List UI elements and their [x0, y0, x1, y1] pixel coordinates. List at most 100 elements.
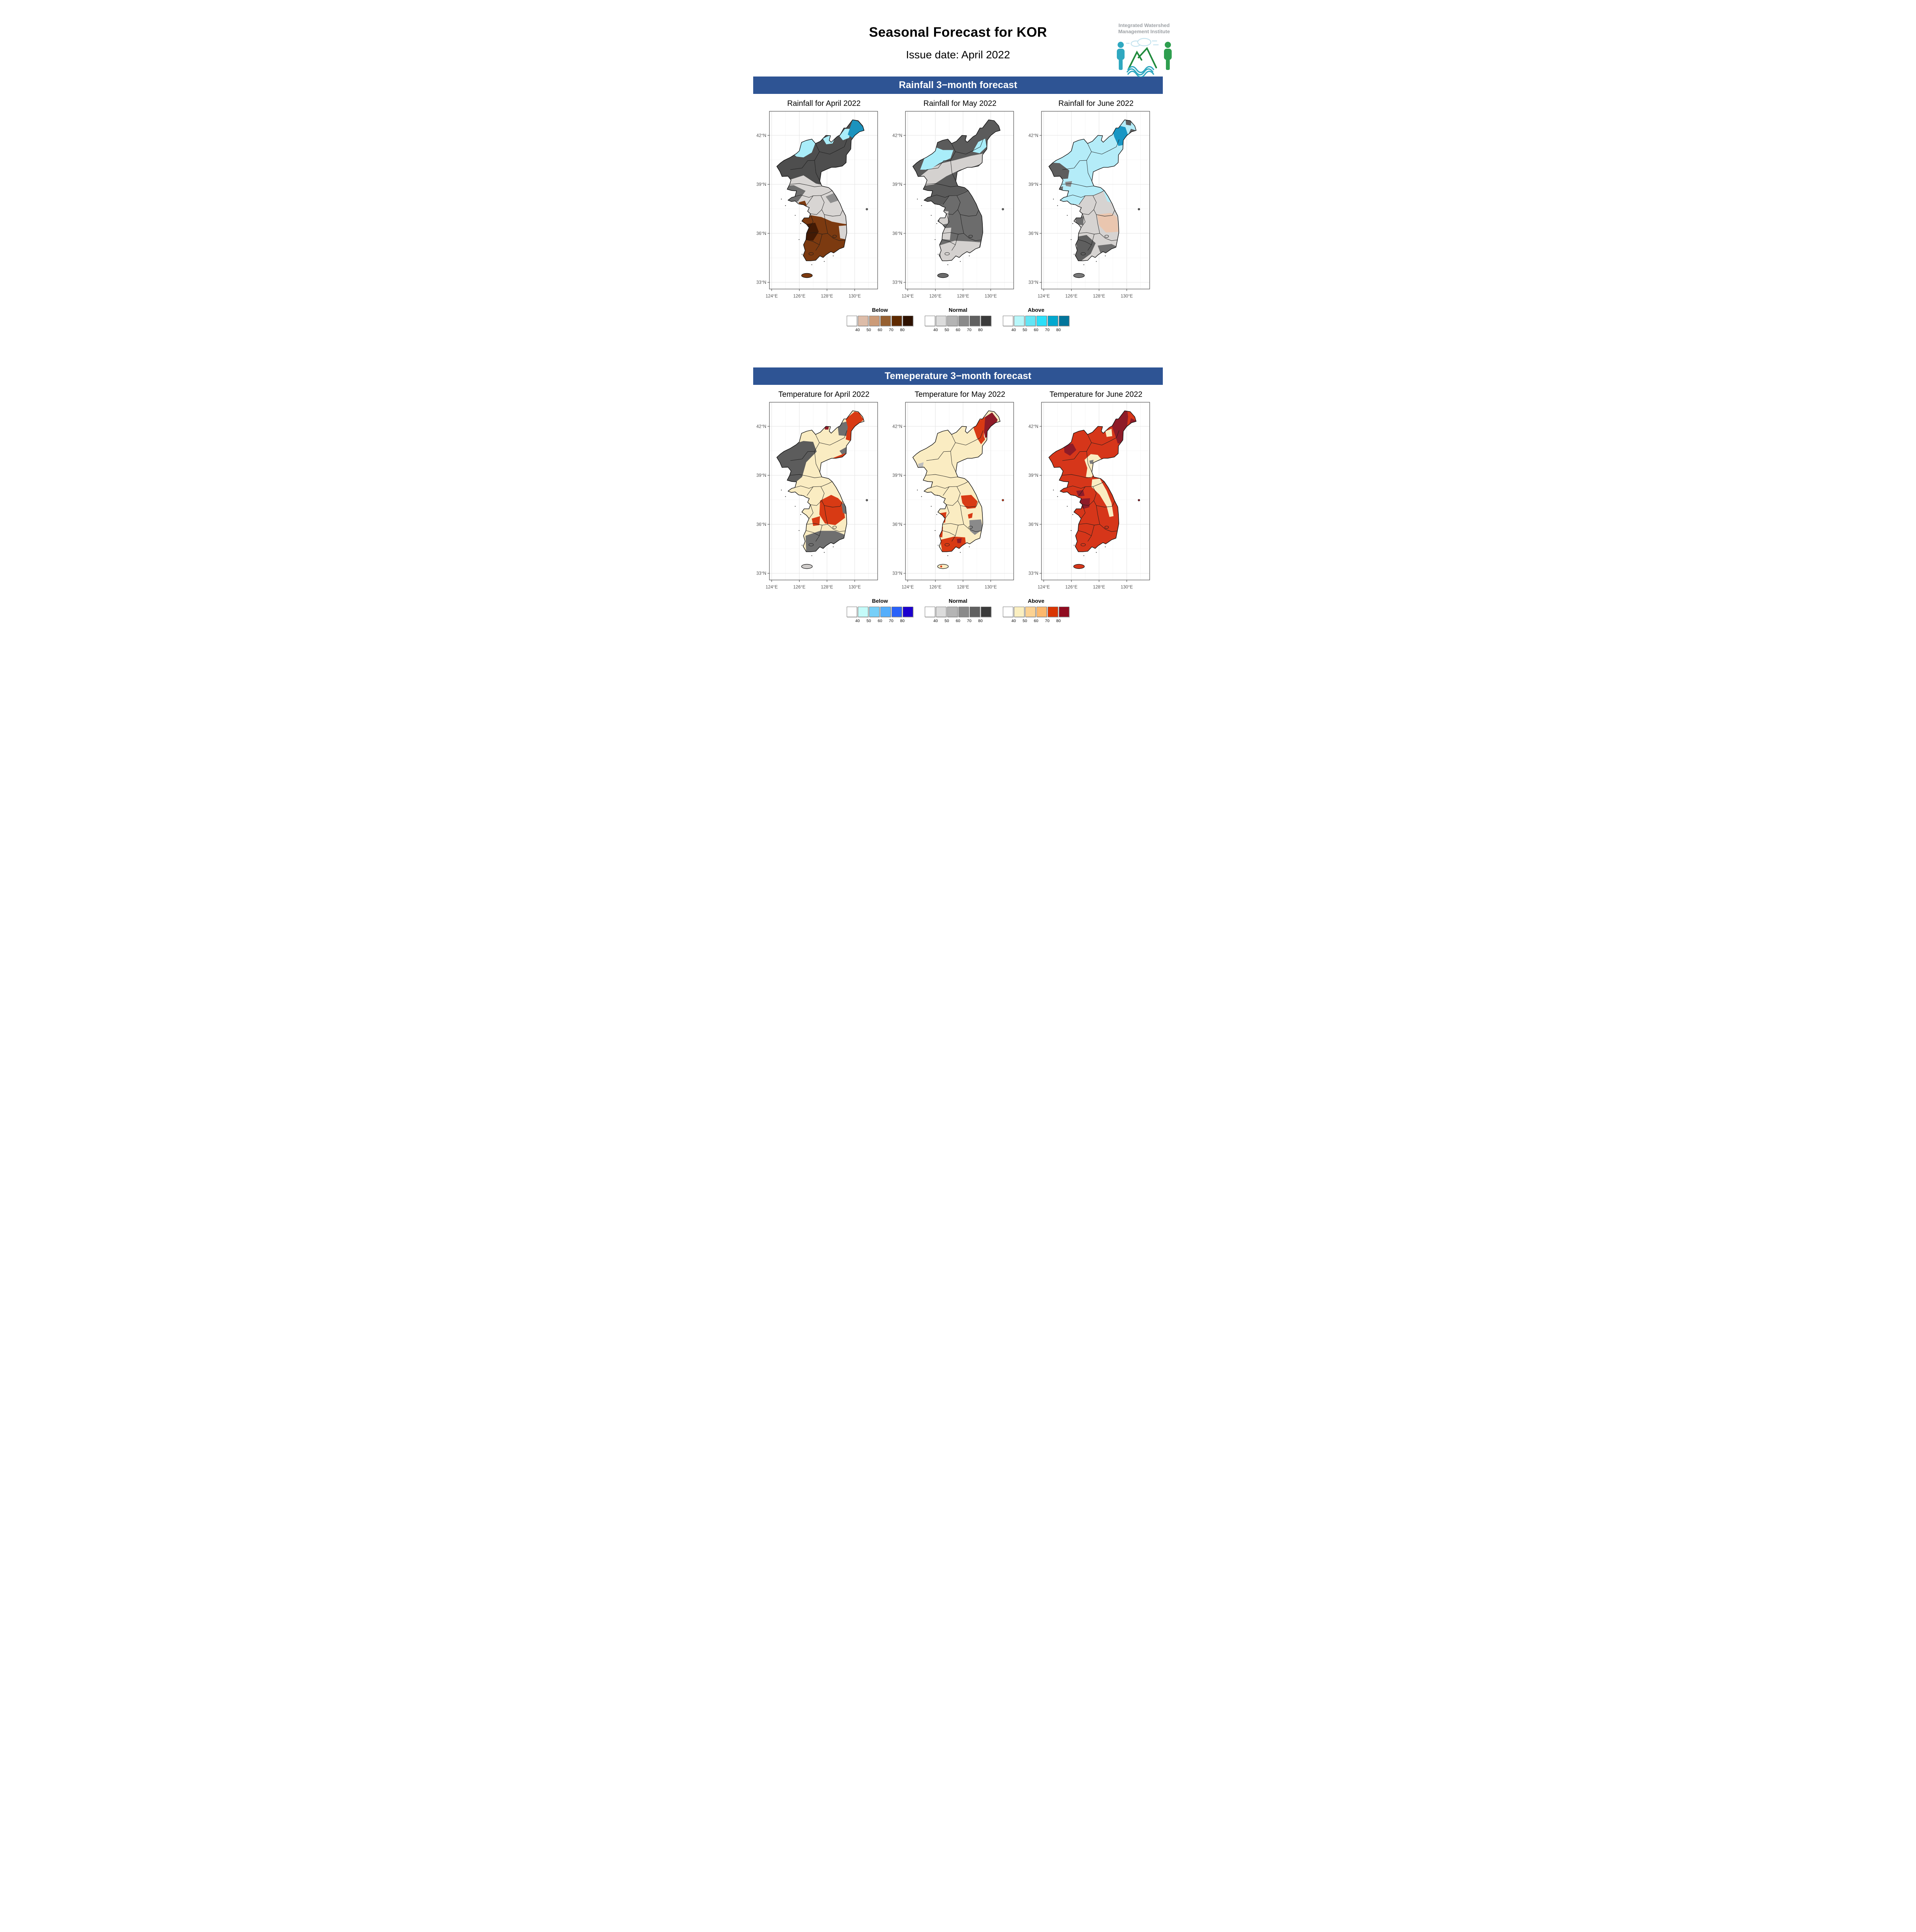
y-axis-label: 36°N	[1028, 231, 1038, 236]
legend-swatch	[1025, 607, 1036, 617]
legend-swatch	[892, 316, 902, 326]
legend-swatch	[847, 316, 857, 326]
map-canvas-rainfall-april: 124°E 126°E 128°E 130°E 42°N 39°N 36°N 33°N	[756, 111, 878, 299]
legend-tick-label: 40	[1011, 328, 1016, 332]
legend-group-normal: Normal 40 50 60 70 80	[925, 307, 991, 333]
y-axis-label: 39°N	[892, 473, 902, 478]
legend-group-title: Above	[1028, 307, 1045, 313]
x-axis-label: 124°E	[766, 294, 778, 299]
legend-tick-label: 40	[855, 328, 860, 332]
legend-group-below: Below 40 50 60 70 80	[847, 307, 913, 333]
legend-swatch	[981, 607, 991, 617]
legend-swatch	[892, 607, 902, 617]
logo-text: Integrated Watershed Management Institut…	[1112, 22, 1176, 35]
person-right-icon	[1164, 41, 1172, 70]
y-axis-label: 36°N	[756, 231, 766, 236]
map-temperature-may: Temperature for May 2022 124°E 126°E 128°E…	[892, 390, 1024, 594]
legend-tick-label: 60	[1034, 619, 1038, 623]
map-title-temperature-may: Temperature for May 2022	[914, 390, 1006, 399]
jeju-island	[801, 273, 813, 278]
legend-swatch	[903, 316, 913, 326]
jeju-island	[937, 273, 949, 278]
legend-swatch	[1003, 316, 1013, 326]
map-title-temperature-april: Temperature for April 2022	[778, 390, 870, 399]
map-canvas-rainfall-may: 124°E 126°E 128°E 130°E 42°N 39°N 36°N 33°N	[892, 111, 1014, 299]
map-rainfall-may: Rainfall for May 2022 124°E 126°E 128°E 130…	[892, 99, 1024, 303]
legend-swatch	[1014, 607, 1024, 617]
legend-swatch	[1048, 316, 1058, 326]
legend-rainfall: Below 40 50 60 70 80 Normal 40 50 60 70 80 Above 40 50…	[718, 307, 1198, 333]
legend-swatch	[869, 316, 880, 326]
y-axis-label: 33°N	[892, 281, 902, 285]
legend-tick-label: 80	[978, 328, 983, 332]
legend-swatch	[936, 316, 946, 326]
legend-tick-label: 60	[956, 328, 960, 332]
y-axis-label: 42°N	[892, 424, 902, 429]
legend-tick-label: 70	[1045, 328, 1050, 332]
y-axis-label: 33°N	[1028, 281, 1038, 285]
jeju-island	[937, 564, 949, 569]
legend-swatch	[858, 607, 868, 617]
x-axis-label: 130°E	[985, 294, 997, 299]
jeju-island	[801, 564, 813, 569]
report-header: Seasonal Forecast for KOR Issue date: Ap…	[718, 0, 1198, 78]
legend-swatch	[858, 316, 868, 326]
legend-swatch	[1048, 607, 1058, 617]
logo-art-icon	[1116, 37, 1172, 78]
y-axis-label: 42°N	[1028, 424, 1038, 429]
legend-tick-label: 40	[855, 619, 860, 623]
map-canvas-temperature-june: 124°E 126°E 128°E 130°E 42°N 39°N 36°N 33°N	[1028, 402, 1150, 590]
x-axis-label: 128°E	[957, 294, 969, 299]
x-axis-label: 128°E	[821, 294, 833, 299]
logo-text-line1: Integrated Watershed	[1118, 22, 1170, 28]
legend-swatch	[925, 607, 935, 617]
legend-swatch	[925, 316, 935, 326]
jeju-island	[1073, 273, 1085, 278]
y-axis-label: 33°N	[892, 571, 902, 576]
map-title-rainfall-april: Rainfall for April 2022	[787, 99, 861, 108]
legend-swatch	[1003, 607, 1013, 617]
x-axis-label: 128°E	[821, 585, 833, 590]
x-axis-label: 126°E	[929, 585, 942, 590]
legend-tick-label: 70	[889, 328, 893, 332]
y-axis-label: 39°N	[756, 182, 766, 187]
legend-tick-label: 70	[1045, 619, 1050, 623]
map-canvas-temperature-april: 124°E 126°E 128°E 130°E 42°N 39°N 36°N 33°N	[756, 402, 878, 590]
x-axis-label: 128°E	[1093, 585, 1105, 590]
y-axis-label: 42°N	[892, 133, 902, 138]
legend-swatch	[847, 607, 857, 617]
y-axis-label: 36°N	[892, 231, 902, 236]
logo-text-line2: Management Institute	[1118, 29, 1170, 35]
legend-tick-label: 70	[967, 619, 972, 623]
legend-group-title: Normal	[948, 598, 968, 604]
x-axis-label: 130°E	[849, 294, 861, 299]
legend-swatch	[880, 607, 891, 617]
legend-group-title: Normal	[948, 307, 968, 313]
legend-tick-label: 50	[1023, 328, 1027, 332]
ulleung-island	[1002, 499, 1004, 502]
y-axis-label: 39°N	[756, 473, 766, 478]
x-axis-label: 126°E	[1065, 294, 1078, 299]
y-axis-label: 42°N	[756, 424, 766, 429]
jeju-island	[1073, 564, 1085, 569]
x-axis-label: 130°E	[985, 585, 997, 590]
legend-group-above: Above 40 50 60 70 80	[1003, 598, 1069, 624]
legend-tick-label: 50	[944, 328, 949, 332]
legend-swatch	[970, 607, 980, 617]
x-axis-label: 124°E	[902, 585, 914, 590]
y-axis-label: 42°N	[1028, 133, 1038, 138]
y-axis-label: 39°N	[892, 182, 902, 187]
legend-swatch	[1014, 316, 1024, 326]
map-title-temperature-june: Temperature for June 2022	[1049, 390, 1143, 399]
y-axis-label: 36°N	[756, 522, 766, 527]
legend-tick-label: 80	[978, 619, 983, 623]
section-header-rainfall: Rainfall 3−month forecast	[753, 77, 1163, 94]
legend-tick-label: 40	[1011, 619, 1016, 623]
x-axis-label: 126°E	[793, 585, 806, 590]
x-axis-label: 124°E	[1038, 294, 1050, 299]
legend-group-above: Above 40 50 60 70 80	[1003, 307, 1069, 333]
legend-swatch	[1059, 607, 1069, 617]
legend-tick-label: 50	[866, 619, 871, 623]
map-temperature-april: Temperature for April 2022 124°E 126°E 128…	[756, 390, 888, 594]
legend-tick-label: 70	[889, 619, 893, 623]
